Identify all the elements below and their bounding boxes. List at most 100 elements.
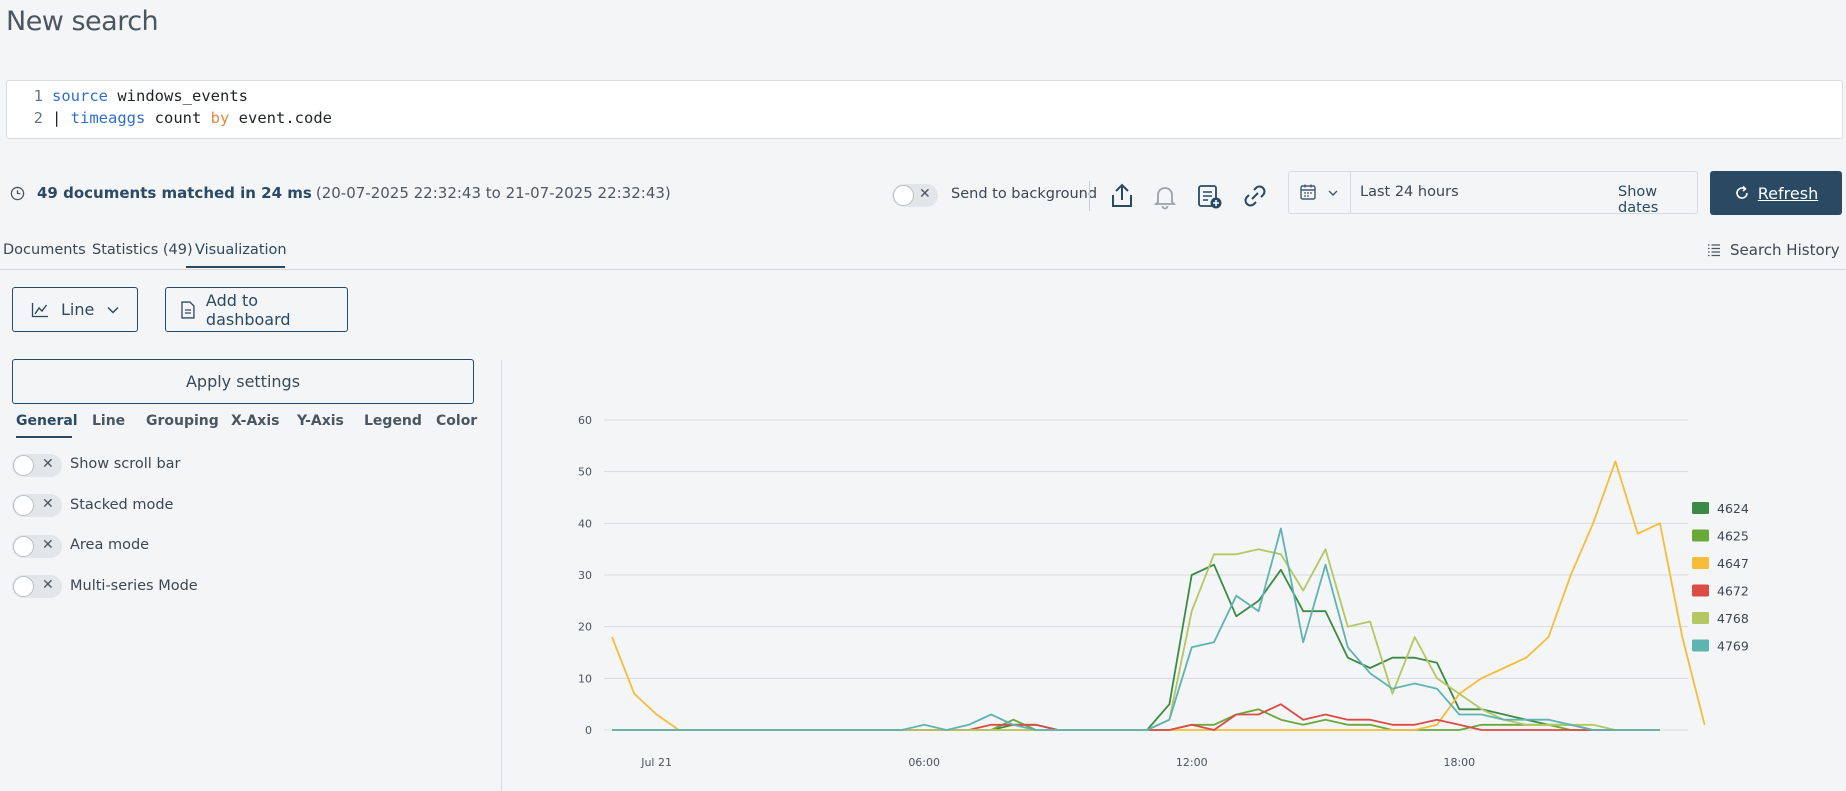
code-token: event.code xyxy=(229,109,332,127)
code-line-2: 2 | timeaggs count by event.code xyxy=(7,109,332,127)
chevron-down-icon xyxy=(1328,190,1338,196)
toggle-knob xyxy=(13,576,34,597)
chart-type-label: Line xyxy=(61,300,95,319)
calendar-icon xyxy=(1300,184,1316,200)
add-to-dashboard-button[interactable]: Add to dashboard xyxy=(165,287,348,332)
y-tick-label: 0 xyxy=(585,724,592,737)
code-line-1: 1 source windows_events xyxy=(7,87,248,105)
refresh-label: Refresh xyxy=(1757,183,1819,203)
refresh-icon xyxy=(1735,185,1748,199)
code-token: count xyxy=(145,109,211,127)
code-token: windows_events xyxy=(108,87,248,105)
series-line-4624 xyxy=(612,563,1660,731)
x-tick-label: Jul 21 xyxy=(640,756,672,769)
result-tabs: Documents Statistics (49) Visualization … xyxy=(0,236,1846,270)
code-token: by xyxy=(210,109,230,127)
toggle-knob xyxy=(13,536,34,557)
series-line-4768 xyxy=(612,548,1660,731)
matched-count: 49 documents matched in 24 ms xyxy=(37,184,312,202)
x-tick-label: 12:00 xyxy=(1176,756,1208,769)
line-number: 2 xyxy=(33,109,43,127)
settings-tab-grouping[interactable]: Grouping xyxy=(146,413,219,429)
settings-tabs: General Line Grouping X-Axis Y-Axis Lege… xyxy=(12,411,478,439)
tab-visualization[interactable]: Visualization xyxy=(195,242,287,258)
share-icon[interactable] xyxy=(1106,180,1138,212)
panel-divider xyxy=(501,360,502,791)
legend-swatch-4624 xyxy=(1692,502,1709,514)
legend-swatch-4672 xyxy=(1692,584,1709,597)
close-icon: ✕ xyxy=(42,577,54,593)
show-dates-link[interactable]: Show dates xyxy=(1618,184,1659,216)
search-history-label: Search History xyxy=(1730,241,1840,259)
series-line-4647 xyxy=(611,460,1706,731)
quick-menu-button[interactable] xyxy=(1289,172,1351,213)
apply-settings-button[interactable]: Apply settings xyxy=(12,359,474,404)
link-icon[interactable] xyxy=(1239,180,1271,212)
close-icon: ✕ xyxy=(42,537,54,553)
legend-label-4768: 4768 xyxy=(1717,611,1749,626)
area-mode-toggle[interactable]: ✕ xyxy=(12,535,62,558)
legend-swatch-4625 xyxy=(1692,529,1709,542)
toggle-knob xyxy=(13,495,34,516)
line-number: 1 xyxy=(33,87,43,105)
legend-swatch-4768 xyxy=(1692,612,1709,624)
x-tick-label: 06:00 xyxy=(908,756,940,769)
settings-tab-line[interactable]: Line xyxy=(92,413,126,429)
close-icon: ✕ xyxy=(919,186,931,202)
stacked-mode-toggle[interactable]: ✕ xyxy=(12,494,62,517)
show-scroll-bar-toggle[interactable]: ✕ xyxy=(12,454,62,477)
matched-range: (20-07-2025 22:32:43 to 21-07-2025 22:32… xyxy=(315,184,671,202)
send-to-background-toggle[interactable]: ✕ xyxy=(892,184,938,207)
tab-documents[interactable]: Documents xyxy=(3,242,86,258)
toolbar-divider xyxy=(1089,181,1090,211)
chart-type-dropdown[interactable]: Line xyxy=(12,287,138,332)
legend-label-4647: 4647 xyxy=(1717,556,1749,571)
active-tab-indicator xyxy=(186,266,285,268)
document-icon xyxy=(181,300,195,319)
settings-tab-color[interactable]: Color xyxy=(436,413,478,429)
y-tick-label: 50 xyxy=(578,466,592,479)
code-token: | xyxy=(52,109,71,127)
legend-label-4624: 4624 xyxy=(1717,501,1749,516)
legend-label-4769: 4769 xyxy=(1717,639,1749,654)
code-token: source xyxy=(52,87,108,105)
search-history-button[interactable]: Search History xyxy=(1707,241,1840,259)
y-tick-label: 10 xyxy=(578,672,592,685)
series-line-4672 xyxy=(612,703,1660,731)
x-tick-label: 18:00 xyxy=(1443,756,1475,769)
toggle-knob xyxy=(893,185,914,206)
time-range-picker[interactable]: Last 24 hours Show dates xyxy=(1288,171,1698,216)
multi-series-mode-label: Multi-series Mode xyxy=(70,578,198,594)
tab-statistics[interactable]: Statistics (49) xyxy=(92,242,193,258)
show-scroll-bar-label: Show scroll bar xyxy=(70,456,181,472)
send-to-background-label: Send to background xyxy=(951,186,1098,202)
settings-tab-general[interactable]: General xyxy=(16,413,78,429)
line-chart: 0 10 20 30 40 50 60 Jul 21 06:00 12:00 18:00 4624 46… xyxy=(578,414,1749,769)
toggle-knob xyxy=(13,455,34,476)
add-report-icon[interactable] xyxy=(1193,180,1225,212)
chevron-down-icon xyxy=(107,306,119,314)
clock-icon xyxy=(10,186,25,200)
legend-swatch-4769 xyxy=(1692,639,1709,652)
legend-label-4672: 4672 xyxy=(1717,584,1749,599)
query-editor[interactable]: 1 source windows_events 2 | timeaggs count… xyxy=(6,80,1843,139)
area-mode-label: Area mode xyxy=(70,537,150,553)
page-title: New search xyxy=(6,6,159,37)
series-line-4769 xyxy=(612,527,1660,731)
multi-series-mode-toggle[interactable]: ✕ xyxy=(12,575,62,598)
stacked-mode-label: Stacked mode xyxy=(70,497,174,513)
close-icon: ✕ xyxy=(42,456,54,472)
time-range-value[interactable]: Last 24 hours xyxy=(1360,184,1459,200)
settings-tab-y-axis[interactable]: Y-Axis xyxy=(297,413,344,429)
line-chart-icon xyxy=(31,302,48,317)
code-token: timeaggs xyxy=(70,109,146,127)
settings-tab-legend[interactable]: Legend xyxy=(364,413,422,429)
active-settings-tab-indicator xyxy=(16,436,72,438)
y-tick-label: 30 xyxy=(578,569,592,582)
close-icon: ✕ xyxy=(42,496,54,512)
refresh-button[interactable]: Refresh xyxy=(1710,171,1842,215)
bell-icon[interactable] xyxy=(1149,180,1181,212)
search-status: 49 documents matched in 24 ms (20-07-202… xyxy=(10,184,671,202)
legend-swatch-4647 xyxy=(1692,557,1709,569)
settings-tab-x-axis[interactable]: X-Axis xyxy=(231,413,280,429)
